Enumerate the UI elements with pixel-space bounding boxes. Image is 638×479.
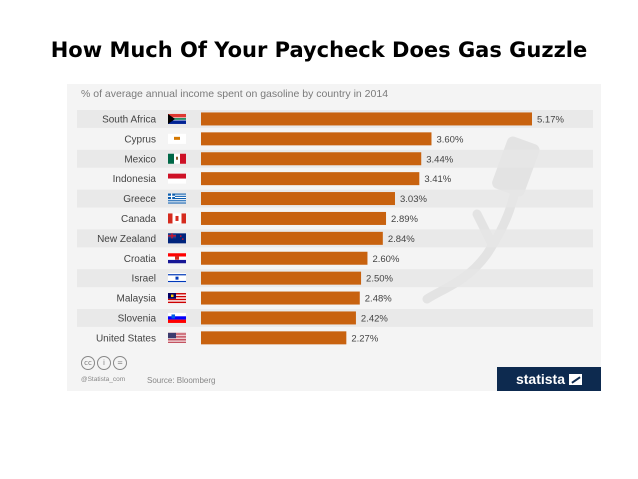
flag-greece-icon <box>168 193 186 204</box>
bar <box>201 112 532 126</box>
value-label: 3.44% <box>426 154 453 165</box>
bar <box>201 251 368 265</box>
bar <box>201 291 360 305</box>
source-text: Source: Bloomberg <box>147 376 216 385</box>
credit-handle: @Statista_com <box>81 376 126 383</box>
category-label: Indonesia <box>113 174 157 185</box>
bar <box>201 211 387 225</box>
category-label: United States <box>96 333 156 344</box>
slide-title: How Much Of Your Paycheck Does Gas Guzzl… <box>50 38 588 62</box>
flag-indonesia-icon <box>168 173 186 184</box>
value-label: 2.84% <box>388 234 415 245</box>
flag-united-states-icon <box>168 332 186 343</box>
value-label: 2.48% <box>365 294 392 305</box>
category-label: Cyprus <box>124 134 156 145</box>
chart-subtitle: % of average annual income spent on gaso… <box>81 88 389 100</box>
bar-chart: South Africa 5.17% Cyprus 3.60% Mexico 3.44% I… <box>77 110 593 345</box>
flag-mexico-icon <box>168 153 186 164</box>
bar <box>201 172 420 186</box>
flag-cyprus-icon <box>168 133 186 144</box>
category-label: Malaysia <box>117 294 157 305</box>
bar <box>201 192 395 206</box>
category-label: South Africa <box>102 114 156 125</box>
bar <box>201 331 347 345</box>
by-icon: i <box>97 356 111 370</box>
flag-slovenia-icon <box>168 312 186 323</box>
bar <box>201 132 432 146</box>
bar <box>201 231 383 245</box>
value-label: 2.42% <box>361 313 388 324</box>
value-label: 3.03% <box>400 194 427 205</box>
value-label: 2.50% <box>366 274 393 285</box>
category-label: Mexico <box>124 154 156 165</box>
logo-text: statista <box>515 371 566 387</box>
category-label: Canada <box>121 214 156 225</box>
flag-croatia-icon <box>168 253 186 264</box>
value-label: 5.17% <box>537 114 564 125</box>
value-label: 3.60% <box>436 134 463 145</box>
license-icons: cc i = <box>81 356 127 370</box>
value-label: 2.27% <box>351 333 378 344</box>
flag-canada-icon <box>168 213 186 224</box>
category-label: New Zealand <box>97 234 156 245</box>
category-label: Slovenia <box>118 313 157 324</box>
value-label: 2.89% <box>391 214 418 225</box>
flag-south-africa-icon <box>168 113 186 124</box>
statista-logo[interactable]: statista <box>497 367 601 391</box>
flag-malaysia-icon <box>168 293 186 304</box>
value-label: 3.41% <box>424 174 451 185</box>
bar <box>201 152 422 166</box>
cc-icon: cc <box>81 356 95 370</box>
flag-israel-icon <box>168 273 186 284</box>
value-label: 2.60% <box>372 254 399 265</box>
chart-panel: % of average annual income spent on gaso… <box>67 84 601 391</box>
category-label: Israel <box>132 274 156 285</box>
category-label: Croatia <box>124 254 157 265</box>
chart-footer: cc i = @Statista_com Source: Bloomberg s… <box>67 350 601 391</box>
statista-logo-icon <box>569 373 583 385</box>
bar <box>201 311 356 325</box>
flag-new-zealand-icon <box>168 233 186 244</box>
bar <box>201 271 362 285</box>
category-label: Greece <box>123 194 156 205</box>
nd-icon: = <box>113 356 127 370</box>
